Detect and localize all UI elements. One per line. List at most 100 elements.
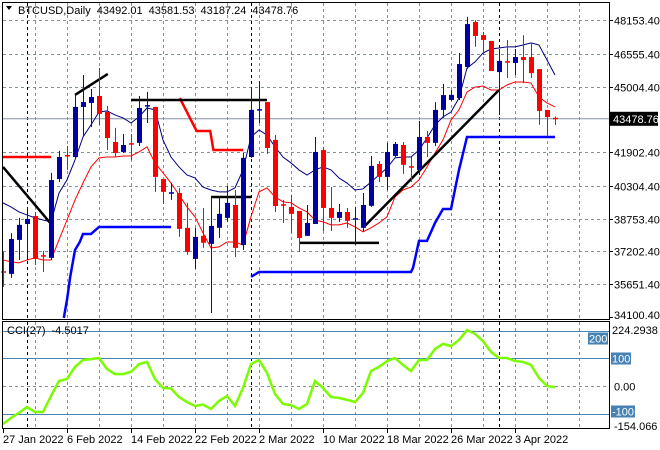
indicator-overlays xyxy=(2,42,556,319)
price-tick-label: 37202.40 xyxy=(614,247,660,259)
cci-level-label: 200 xyxy=(589,334,607,346)
candle-body xyxy=(121,144,126,152)
cci-level-label: 100 xyxy=(612,354,630,366)
time-tick-label: 10 Mar 2022 xyxy=(323,434,385,446)
candle-body xyxy=(217,213,222,228)
candle-body xyxy=(73,106,78,158)
candle-body xyxy=(369,165,374,206)
time-tick-label: 14 Feb 2022 xyxy=(131,434,193,446)
candle-body xyxy=(457,64,462,99)
candle-body xyxy=(81,102,86,107)
time-tick-label: 26 Mar 2022 xyxy=(451,434,513,446)
cci-max-label: 224.2938 xyxy=(612,325,658,337)
cci-level-label: 0.00 xyxy=(614,382,635,394)
candle-body xyxy=(273,139,278,207)
slow-moving-average-line xyxy=(2,81,556,264)
support-step-line xyxy=(62,225,171,319)
candle-body xyxy=(297,210,302,238)
candle-body xyxy=(441,95,446,110)
candle-body xyxy=(185,227,190,252)
cci-grid xyxy=(3,322,609,428)
candle-body xyxy=(265,102,270,148)
candle-body xyxy=(465,24,470,67)
candle-body xyxy=(329,207,334,218)
candle-body xyxy=(177,192,182,229)
cci-header: CCI(27) -4.5017 xyxy=(7,325,89,337)
candle-body xyxy=(393,143,398,156)
candle-body xyxy=(97,95,102,114)
time-axis: 27 Jan 2022 6 Feb 2022 14 Feb 2022 22 Feb 2… xyxy=(3,429,568,446)
price-tick-label: 34100.40 xyxy=(614,310,660,322)
resistance-step-line xyxy=(178,97,243,152)
candle-body xyxy=(489,40,494,72)
candle-body xyxy=(425,136,430,143)
dropdown-triangle-icon[interactable] xyxy=(6,6,12,10)
price-tick-label: 45004.40 xyxy=(614,83,660,95)
candle-body xyxy=(89,97,94,103)
candle-body xyxy=(433,109,438,143)
candle-body xyxy=(529,57,534,74)
candle-body xyxy=(321,150,326,208)
symbol-timeframe: BTCUSD,Daily xyxy=(18,5,91,17)
grid xyxy=(3,3,609,319)
candle-body xyxy=(545,109,550,118)
price-tick-label: 38753.40 xyxy=(614,215,660,227)
candle-body xyxy=(361,204,366,228)
candle-body xyxy=(33,215,38,259)
time-tick-label: 18 Mar 2022 xyxy=(387,434,449,446)
support-step-line xyxy=(250,135,555,278)
candle-body xyxy=(473,21,478,36)
fast-moving-average-line xyxy=(2,42,556,223)
cci-value: -4.5017 xyxy=(52,325,89,337)
price-tick-label: 46555.40 xyxy=(614,50,660,62)
trendline xyxy=(74,72,109,96)
candle-body xyxy=(377,163,382,177)
candle-body xyxy=(537,69,542,111)
candle-body xyxy=(9,239,14,274)
cci-panel-border xyxy=(2,321,610,429)
time-tick-label: 22 Feb 2022 xyxy=(195,434,257,446)
trendline xyxy=(2,166,52,224)
candle-body xyxy=(193,236,198,259)
time-tick-label: 27 Jan 2022 xyxy=(3,434,64,446)
cci-line xyxy=(2,328,556,425)
candle-body xyxy=(233,204,238,248)
candle-body xyxy=(153,106,158,177)
candle-body xyxy=(49,180,54,258)
current-price-box xyxy=(610,111,658,126)
close-value: 43478.76 xyxy=(252,5,298,17)
candle-body xyxy=(497,60,502,73)
candle-body xyxy=(249,109,254,158)
candle-body xyxy=(289,206,294,214)
candle-body xyxy=(105,112,110,139)
chart-header: BTCUSD,Daily 43492.01 43581.53 43187.24 … xyxy=(6,5,298,17)
low-value: 43187.24 xyxy=(201,5,247,17)
candle-body xyxy=(241,157,246,245)
time-tick-label: 2 Mar 2022 xyxy=(259,434,315,446)
candle-body xyxy=(513,57,518,63)
main-panel-border xyxy=(2,2,610,320)
cci-label: CCI(27) xyxy=(7,325,46,337)
price-tick-label: 48153.40 xyxy=(614,16,660,28)
candle-body xyxy=(521,57,526,61)
time-tick-label: 6 Feb 2022 xyxy=(67,434,123,446)
current-price-label: 43478.76 xyxy=(613,114,659,126)
high-value: 43581.53 xyxy=(149,5,195,17)
candle-body xyxy=(401,144,406,165)
cci-level-box xyxy=(588,332,608,345)
candle-body xyxy=(481,35,486,40)
candle-body xyxy=(449,94,454,100)
cci-min-label: -154.066 xyxy=(614,421,657,433)
candle-body xyxy=(305,222,310,236)
candle-body xyxy=(225,202,230,218)
open-value: 43492.01 xyxy=(97,5,143,17)
price-tick-label: 40304.40 xyxy=(614,182,660,194)
candles xyxy=(1,16,558,313)
cci-indicator xyxy=(2,328,556,425)
candle-body xyxy=(113,142,118,154)
price-tick-label: 35651.40 xyxy=(614,280,660,292)
candle-body xyxy=(417,136,422,170)
price-tick-label: 41902.40 xyxy=(614,148,660,160)
candle-body xyxy=(161,179,166,192)
